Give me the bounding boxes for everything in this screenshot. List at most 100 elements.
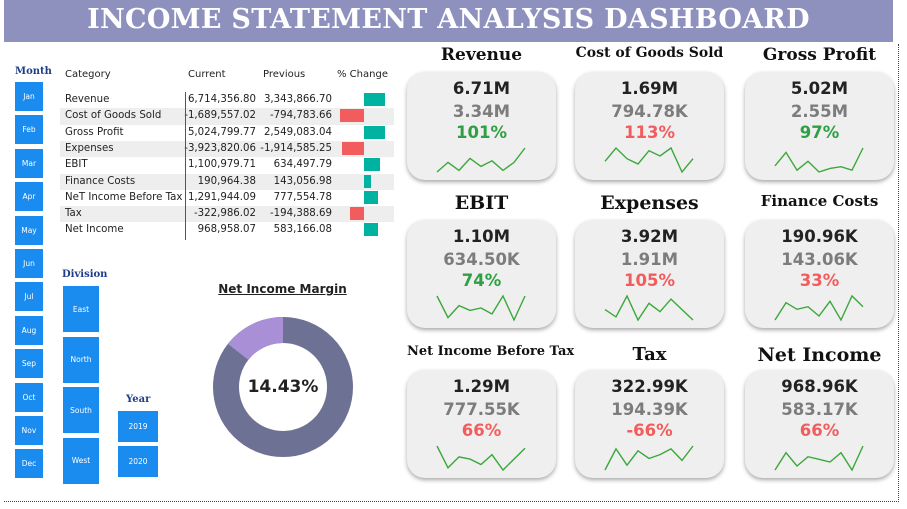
change-bar (364, 190, 379, 204)
table-row[interactable]: Net Income 968,958.07 583,166.08 (60, 222, 394, 238)
month-button-sep[interactable]: Sep (14, 348, 44, 380)
change-bar (364, 174, 371, 188)
month-button-may[interactable]: May (14, 214, 44, 246)
row-category: Finance Costs (65, 175, 136, 187)
kpi-change-percent: 105% (624, 271, 675, 290)
kpi-previous-value: 777.55K (443, 400, 520, 419)
kpi-title-cost-of-goods-sold: Cost of Goods Sold (575, 45, 724, 61)
header-previous[interactable]: Previous (263, 69, 306, 80)
division-button-south[interactable]: South (62, 386, 100, 434)
row-category: NeT Income Before Tax (65, 191, 183, 203)
kpi-sparkline (436, 147, 526, 173)
division-button-east[interactable]: East (62, 285, 100, 333)
header-change[interactable]: % Change (337, 69, 388, 80)
row-current: 968,958.07 (197, 224, 256, 236)
month-button-oct[interactable]: Oct (14, 381, 44, 413)
kpi-previous-value: 634.50K (443, 250, 520, 269)
kpi-card-ebit[interactable]: 1.10M 634.50K 74% (407, 220, 556, 328)
row-previous: 777,554.78 (273, 191, 332, 203)
row-previous: 2,549,083.04 (263, 126, 332, 138)
month-button-mar[interactable]: Mar (14, 147, 44, 179)
change-bar (364, 223, 379, 237)
table-row[interactable]: Expenses -3,923,820.06 -1,914,585.25 (60, 140, 394, 158)
change-bar (340, 109, 364, 123)
row-current: 1,100,979.71 (187, 159, 256, 171)
kpi-current-value: 1.10M (452, 227, 511, 246)
sparkline-path (774, 294, 864, 322)
month-button-jun[interactable]: Jun (14, 247, 44, 279)
month-button-jul[interactable]: Jul (14, 281, 44, 313)
sparkline-path (774, 147, 864, 173)
kpi-change-percent: 101% (456, 123, 507, 142)
donut-margin-slice (227, 317, 284, 361)
kpi-current-value: 190.96K (781, 227, 858, 246)
kpi-title-revenue: Revenue (440, 45, 523, 65)
kpi-card-tax[interactable]: 322.99K 194.39K -66% (575, 370, 724, 478)
kpi-card-revenue[interactable]: 6.71M 3.34M 101% (407, 72, 556, 180)
kpi-current-value: 968.96K (781, 377, 858, 396)
table-row[interactable]: Finance Costs 190,964.38 143,056.98 (60, 173, 394, 190)
table-row[interactable]: NeT Income Before Tax 1,291,944.09 777,554… (60, 190, 394, 206)
kpi-sparkline (604, 445, 694, 471)
month-button-feb[interactable]: Feb (14, 114, 44, 146)
kpi-title-ebit: EBIT (454, 192, 509, 214)
month-button-aug[interactable]: Aug (14, 314, 44, 346)
month-button-dec[interactable]: Dec (14, 448, 44, 480)
row-previous: -794,783.66 (269, 110, 332, 122)
kpi-change-percent: 113% (624, 123, 675, 142)
kpi-card-net-income-before-tax[interactable]: 1.29M 777.55K 66% (407, 370, 556, 478)
change-bar (364, 125, 385, 139)
kpi-title-net-income-before-tax: Net Income Before Tax (407, 344, 575, 359)
kpi-title-expenses: Expenses (600, 192, 699, 214)
month-button-apr[interactable]: Apr (14, 181, 44, 213)
table-row[interactable]: Revenue 6,714,356.80 3,343,866.70 (60, 92, 394, 108)
change-bar (341, 141, 364, 155)
net-income-margin-value: 14.43% (247, 377, 319, 397)
sparkline-path (436, 294, 526, 322)
month-button-jan[interactable]: Jan (14, 81, 44, 112)
dashboard-title: INCOME STATEMENT ANALYSIS DASHBOARD (87, 4, 810, 35)
kpi-sparkline (604, 294, 694, 322)
table-row[interactable]: EBIT 1,100,979.71 634,497.79 (60, 157, 394, 173)
row-previous: 634,497.79 (273, 159, 332, 171)
kpi-sparkline (774, 445, 864, 472)
kpi-sparkline (604, 146, 694, 174)
row-category: Cost of Goods Sold (65, 110, 162, 122)
table-row[interactable]: Tax -322,986.02 -194,388.69 (60, 206, 394, 223)
kpi-card-gross-profit[interactable]: 5.02M 2.55M 97% (745, 72, 894, 180)
division-button-west[interactable]: West (62, 436, 100, 485)
kpi-current-value: 1.69M (620, 79, 679, 98)
kpi-change-percent: 66% (799, 421, 840, 440)
kpi-previous-value: 2.55M (790, 102, 849, 121)
kpi-card-cost-of-goods-sold[interactable]: 1.69M 794.78K 113% (575, 72, 724, 180)
table-row[interactable]: Cost of Goods Sold -1,689,557.02 -794,783.… (60, 108, 394, 125)
kpi-card-net-income[interactable]: 968.96K 583.17K 66% (745, 370, 894, 478)
table-row[interactable]: Gross Profit 5,024,799.77 2,549,083.04 (60, 125, 394, 141)
kpi-card-expenses[interactable]: 3.92M 1.91M 105% (575, 220, 724, 328)
month-button-nov[interactable]: Nov (14, 414, 44, 446)
kpi-current-value: 5.02M (790, 79, 849, 98)
kpi-title-tax: Tax (632, 344, 667, 365)
row-previous: -1,914,585.25 (260, 142, 332, 154)
year-button-2020[interactable]: 2020 (117, 445, 159, 478)
row-previous: -194,388.69 (269, 208, 332, 220)
row-category: Tax (65, 208, 82, 220)
kpi-sparkline (774, 147, 864, 173)
net-income-margin-title: Net Income Margin (218, 282, 347, 296)
kpi-card-finance-costs[interactable]: 190.96K 143.06K 33% (745, 220, 894, 328)
kpi-change-percent: 74% (461, 271, 502, 290)
change-bar (349, 207, 364, 221)
kpi-sparkline (774, 294, 864, 322)
row-previous: 583,166.08 (273, 224, 332, 236)
year-button-2019[interactable]: 2019 (117, 410, 159, 443)
kpi-change-percent: 97% (799, 123, 840, 142)
kpi-previous-value: 794.78K (611, 102, 688, 121)
row-category: EBIT (65, 159, 88, 171)
division-button-north[interactable]: North (62, 335, 100, 384)
header-category[interactable]: Category (65, 69, 111, 80)
sparkline-path (604, 294, 694, 322)
header-current[interactable]: Current (188, 69, 226, 80)
kpi-current-value: 3.92M (620, 227, 679, 246)
month-slicer-title: Month (15, 66, 52, 77)
sparkline-path (774, 445, 864, 472)
